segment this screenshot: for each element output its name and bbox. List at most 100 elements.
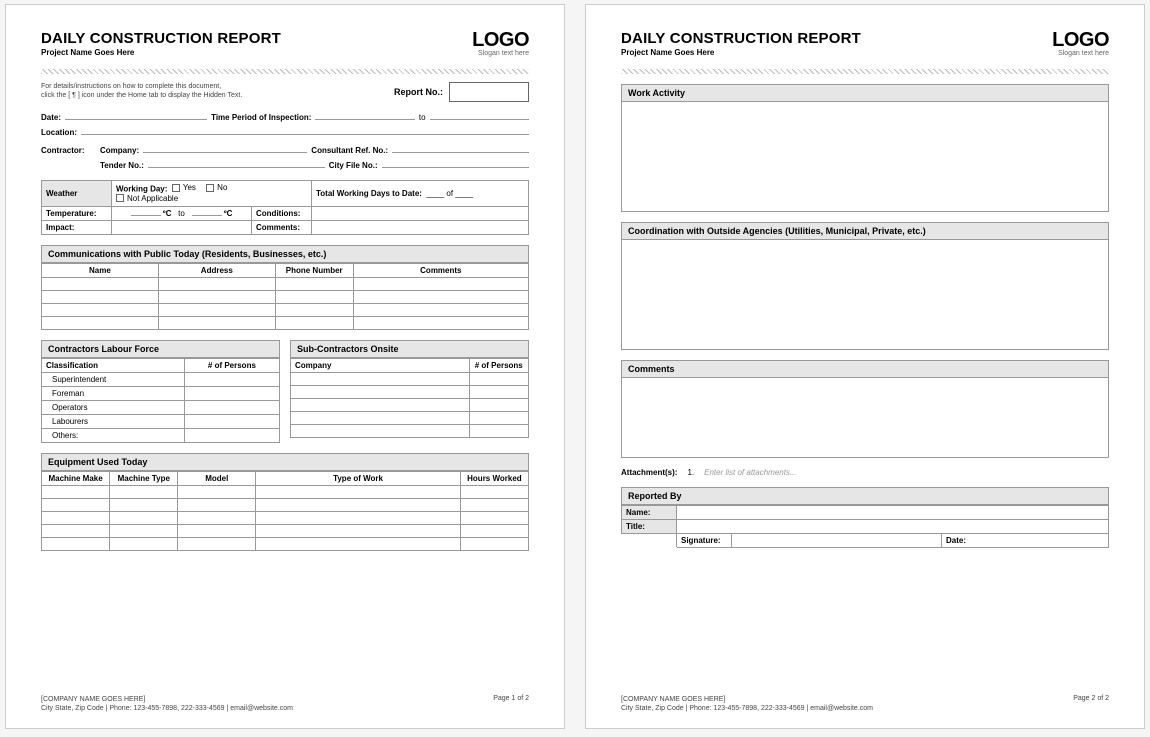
footer-1: [COMPANY NAME GOES HERE] City State, Zip…: [41, 685, 529, 713]
header-divider: [41, 69, 529, 74]
comm-col-phone: Phone Number: [275, 264, 353, 278]
reported-title-label: Title:: [622, 520, 677, 534]
project-subtitle: Project Name Goes Here: [41, 48, 281, 57]
title-block: DAILY CONSTRUCTION REPORT Project Name G…: [41, 30, 281, 57]
time-period-label: Time Period of Inspection:: [211, 113, 311, 122]
location-label: Location:: [41, 128, 77, 137]
report-no-label: Report No.:: [394, 87, 443, 97]
footer-2: [COMPANY NAME GOES HERE] City State, Zip…: [621, 685, 1109, 713]
comments-box[interactable]: [621, 378, 1109, 458]
date-label: Date:: [41, 113, 61, 122]
wd-no[interactable]: No: [206, 183, 227, 192]
comm-table: Name Address Phone Number Comments: [41, 263, 529, 330]
report-no-input[interactable]: [449, 82, 529, 102]
subcon-row[interactable]: [291, 386, 529, 399]
page-2: DAILY CONSTRUCTION REPORT Project Name G…: [585, 4, 1145, 729]
footer-address: City State, Zip Code | Phone: 123-455-78…: [41, 705, 293, 712]
doc-header-2: DAILY CONSTRUCTION REPORT Project Name G…: [621, 30, 1109, 65]
total-days-label: Total Working Days to Date:: [316, 189, 422, 198]
equip-col-make: Machine Make: [42, 472, 110, 486]
attach-placeholder[interactable]: Enter list of attachments...: [704, 468, 796, 477]
labour-row[interactable]: Foreman: [42, 387, 280, 401]
footer-company: [COMPANY NAME GOES HERE]: [41, 696, 145, 703]
temperature-label: Temperature:: [46, 209, 97, 218]
contractor-label: Contractor:: [41, 146, 96, 155]
labour-block: Contractors Labour Force Classification …: [41, 340, 280, 443]
comm-col-name: Name: [42, 264, 159, 278]
page-number-1: Page 1 of 2: [493, 695, 529, 713]
labour-row[interactable]: Superintendent: [42, 373, 280, 387]
impact-label: Impact:: [46, 223, 74, 232]
equip-header: Equipment Used Today: [41, 453, 529, 471]
page-number-2: Page 2 of 2: [1073, 695, 1109, 713]
report-no-field: Report No.:: [394, 82, 529, 102]
doc-title-2: DAILY CONSTRUCTION REPORT: [621, 30, 861, 47]
subcon-block: Sub-Contractors Onsite Company # of Pers…: [290, 340, 529, 443]
reported-name-label: Name:: [622, 506, 677, 520]
comm-row[interactable]: [42, 278, 529, 291]
equip-col-type: Machine Type: [110, 472, 178, 486]
comm-row[interactable]: [42, 304, 529, 317]
reported-by-table: Name: Title: Signature: Date:: [621, 505, 1109, 548]
instr-line-1: For details/instructions on how to compl…: [41, 83, 221, 90]
equip-table: Machine Make Machine Type Model Type of …: [41, 471, 529, 551]
reported-title-input[interactable]: [677, 520, 1109, 534]
coordination-box[interactable]: [621, 240, 1109, 350]
labour-header: Contractors Labour Force: [41, 340, 280, 358]
work-activity-header: Work Activity: [621, 84, 1109, 102]
instr-line-2: click the [ ¶ ] icon under the Home tab …: [41, 92, 242, 99]
header-divider-2: [621, 69, 1109, 74]
comm-col-comments: Comments: [353, 264, 528, 278]
reported-name-input[interactable]: [677, 506, 1109, 520]
labour-row[interactable]: Labourers: [42, 415, 280, 429]
instructions-text: For details/instructions on how to compl…: [41, 82, 242, 100]
attach-number: 1.: [687, 468, 694, 477]
working-day-label: Working Day:: [116, 185, 167, 194]
comm-row[interactable]: [42, 291, 529, 304]
reported-date-label: Date:: [946, 536, 966, 545]
subcon-row[interactable]: [291, 412, 529, 425]
city-file-label: City File No.:: [329, 161, 378, 170]
equip-row[interactable]: [42, 486, 529, 499]
signature-label: Signature:: [681, 536, 721, 545]
company-label: Company:: [100, 146, 139, 155]
comments-header: Comments: [621, 360, 1109, 378]
subcon-row[interactable]: [291, 425, 529, 438]
labour-col-persons: # of Persons: [184, 359, 279, 373]
logo-text: LOGO: [472, 30, 529, 50]
subcon-col-persons: # of Persons: [469, 359, 529, 373]
doc-title: DAILY CONSTRUCTION REPORT: [41, 30, 281, 47]
subcon-row[interactable]: [291, 399, 529, 412]
wd-na[interactable]: Not Applicable: [116, 194, 178, 203]
slogan-2: Slogan text here: [1052, 50, 1109, 57]
comm-header: Communications with Public Today (Reside…: [41, 245, 529, 263]
footer-address-2: City State, Zip Code | Phone: 123-455-78…: [621, 705, 873, 712]
equip-row[interactable]: [42, 525, 529, 538]
equip-row[interactable]: [42, 499, 529, 512]
subcon-header: Sub-Contractors Onsite: [290, 340, 529, 358]
wd-yes[interactable]: Yes: [172, 183, 196, 192]
equip-row[interactable]: [42, 538, 529, 551]
labour-col-class: Classification: [42, 359, 185, 373]
project-subtitle-2: Project Name Goes Here: [621, 48, 861, 57]
comm-row[interactable]: [42, 317, 529, 330]
equip-col-hours: Hours Worked: [460, 472, 528, 486]
labour-row[interactable]: Operators: [42, 401, 280, 415]
doc-header: DAILY CONSTRUCTION REPORT Project Name G…: [41, 30, 529, 65]
weather-comments-label: Comments:: [256, 223, 300, 232]
equip-row[interactable]: [42, 512, 529, 525]
comm-col-address: Address: [158, 264, 275, 278]
attachments-row: Attachment(s): 1. Enter list of attachme…: [621, 468, 1109, 477]
conditions-label: Conditions:: [256, 209, 300, 218]
subcon-row[interactable]: [291, 373, 529, 386]
reported-by-header: Reported By: [621, 487, 1109, 505]
signature-input[interactable]: [732, 534, 942, 548]
weather-header: Weather: [42, 181, 112, 207]
labour-row[interactable]: Others:: [42, 429, 280, 443]
attachments-label: Attachment(s):: [621, 468, 677, 477]
work-activity-box[interactable]: [621, 102, 1109, 212]
subcon-col-company: Company: [291, 359, 470, 373]
logo-text-2: LOGO: [1052, 30, 1109, 50]
subcon-table: Company # of Persons: [290, 358, 529, 438]
weather-table: Weather Working Day: Yes No Not Applicab…: [41, 180, 529, 235]
